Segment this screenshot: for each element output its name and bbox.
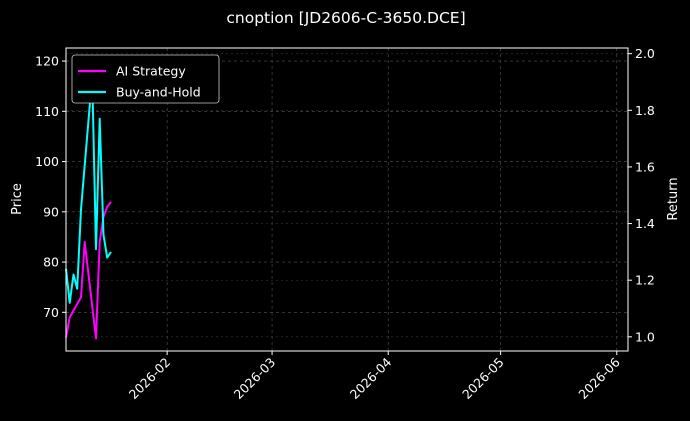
y-tick-label: 90 bbox=[43, 204, 59, 219]
y-axis-right: 1.0 1.2 1.4 1.6 1.8 2.0 bbox=[628, 46, 655, 344]
y2-axis-label: Return bbox=[666, 177, 681, 220]
legend-label: AI Strategy bbox=[116, 64, 186, 79]
grid bbox=[66, 48, 628, 351]
y-tick-label: 110 bbox=[35, 104, 59, 119]
y-tick-label: 80 bbox=[43, 255, 59, 270]
y-axis-label: Price bbox=[10, 183, 25, 215]
y-axis-left: 70 80 90 100 110 120 bbox=[35, 54, 66, 320]
y-tick-label: 120 bbox=[35, 54, 59, 69]
plot-frame bbox=[65, 47, 629, 352]
y2-tick-label: 1.2 bbox=[635, 273, 655, 288]
y2-tick-label: 2.0 bbox=[635, 46, 655, 61]
legend-box bbox=[71, 54, 220, 104]
y-tick-label: 70 bbox=[43, 305, 59, 320]
legend: AI Strategy Buy-and-Hold bbox=[71, 54, 220, 104]
y2-tick-label: 1.8 bbox=[635, 103, 655, 118]
legend-label: Buy-and-Hold bbox=[116, 85, 201, 100]
y2-tick-label: 1.4 bbox=[635, 216, 655, 231]
y2-tick-label: 1.6 bbox=[635, 159, 655, 174]
y2-tick-label: 1.0 bbox=[635, 329, 655, 344]
y-tick-label: 100 bbox=[35, 154, 59, 169]
series-line-ai-strategy bbox=[65, 201, 112, 340]
chart-title: cnoption [JD2606-C-3650.DCE] bbox=[226, 9, 465, 27]
